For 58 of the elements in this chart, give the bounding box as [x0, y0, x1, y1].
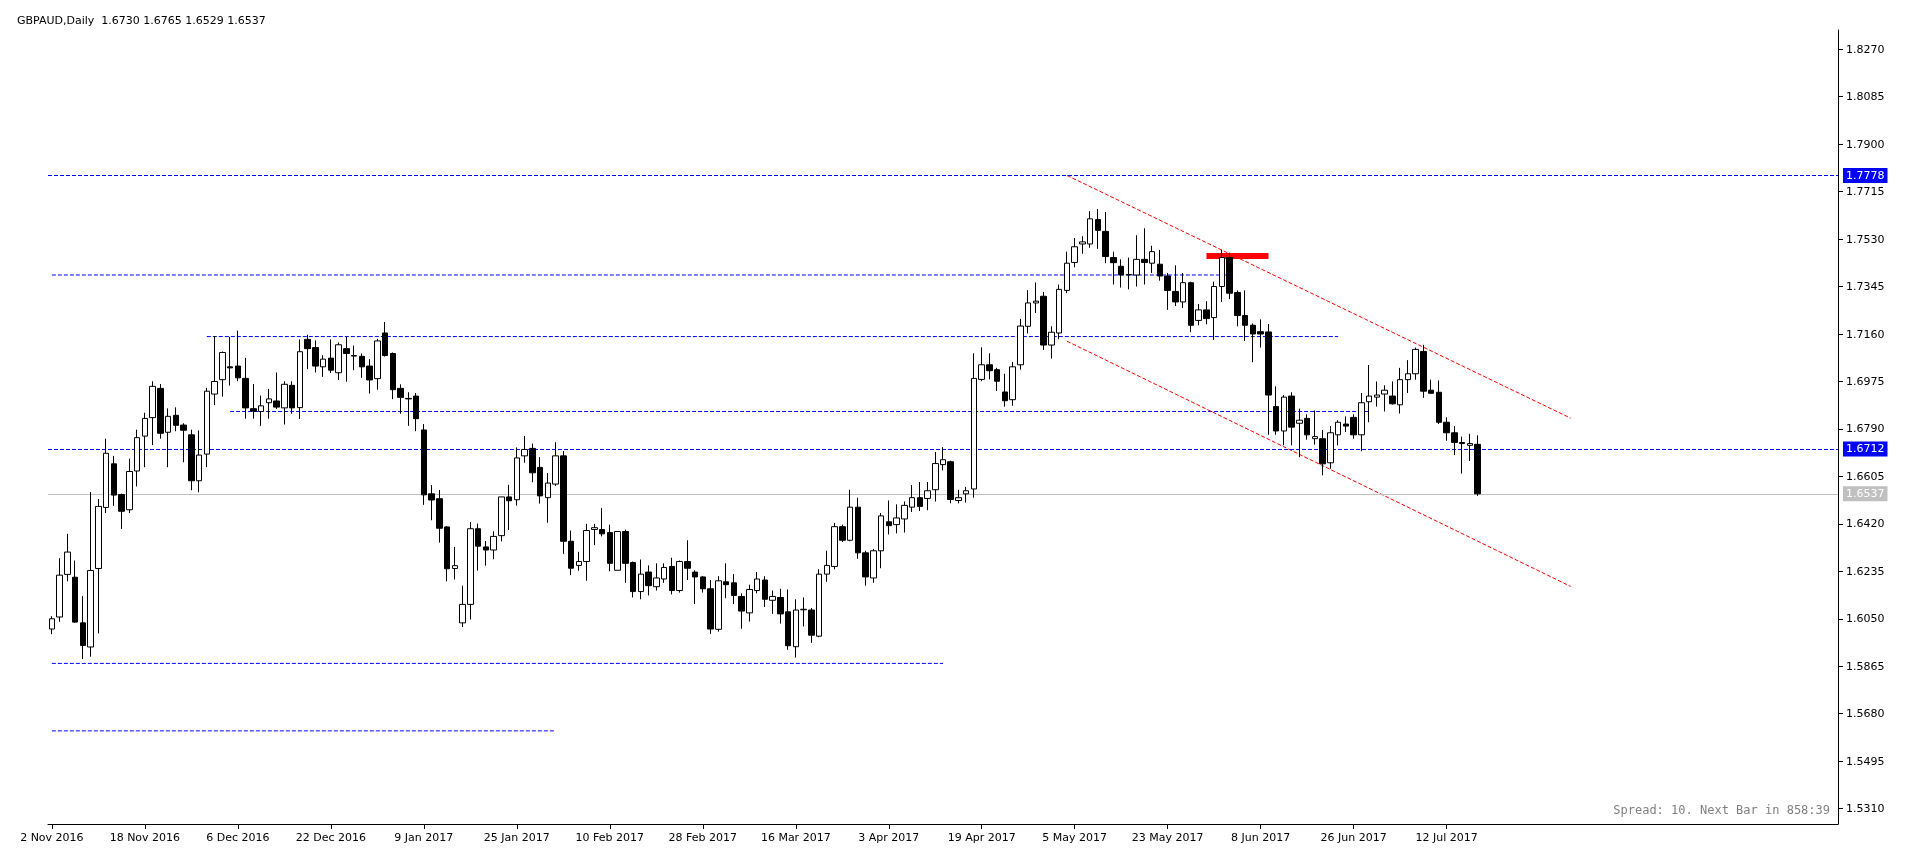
candlestick [514, 446, 520, 507]
y-tick-label: 1.6605 [1846, 469, 1885, 483]
ref-line-label: 1.7778 [1846, 168, 1885, 182]
y-tick-label: 1.7900 [1846, 137, 1885, 151]
y-tick-label: 1.8085 [1846, 90, 1885, 104]
candlestick [1102, 211, 1109, 264]
candlestick [692, 569, 698, 605]
x-tick-label: 19 Apr 2017 [947, 831, 1016, 844]
y-tick-label: 1.7160 [1846, 327, 1885, 341]
x-tick-label: 28 Feb 2017 [668, 831, 738, 844]
y-tick-label: 1.7345 [1846, 280, 1885, 294]
y-tick-label: 1.7530 [1846, 232, 1885, 246]
x-tick-label: 22 Dec 2016 [295, 831, 366, 844]
candlestick [72, 560, 78, 624]
x-tick-label: 5 May 2017 [1042, 831, 1108, 844]
y-tick-label: 1.5865 [1846, 659, 1885, 673]
candlestick [297, 338, 303, 420]
candlestick [1118, 258, 1124, 289]
candlestick [1273, 385, 1279, 436]
x-tick-label: 23 May 2017 [1131, 831, 1204, 844]
candlestick [49, 615, 55, 635]
y-tick-label: 1.5310 [1846, 802, 1885, 816]
candlestick [963, 486, 969, 504]
chart-title: GBPAUD,Daily 1.6730 1.6765 1.6529 1.6537 [17, 14, 266, 27]
y-tick-label: 1.6420 [1846, 517, 1885, 531]
x-tick-label: 8 Jun 2017 [1231, 831, 1291, 844]
x-tick-label: 9 Jan 2017 [394, 831, 454, 844]
annotation: Spread: 10. Next Bar in 858:39 [1613, 803, 1831, 817]
y-tick-label: 1.7715 [1846, 185, 1885, 199]
y-tick-label: 1.6790 [1846, 422, 1885, 436]
candlestick [1071, 237, 1078, 268]
y-tick-label: 1.5495 [1846, 754, 1885, 768]
y-tick-label: 1.6235 [1846, 564, 1885, 578]
x-tick-label: 16 Mar 2017 [760, 831, 831, 844]
candlestick [1366, 364, 1372, 423]
candlestick [64, 533, 71, 582]
candlestick [731, 573, 737, 605]
candlestick [1064, 251, 1070, 294]
candlestick [56, 557, 63, 623]
x-tick-label: 26 Jun 2017 [1320, 831, 1387, 844]
y-tick-label: 1.5680 [1846, 707, 1885, 721]
candlestick [1095, 208, 1101, 250]
x-tick-label: 12 Jul 2017 [1415, 831, 1478, 844]
ref-line-label: 1.6537 [1846, 487, 1885, 501]
candlestick [1110, 251, 1117, 285]
x-tick-label: 18 Nov 2016 [109, 831, 181, 844]
candlestick [142, 412, 148, 468]
y-tick-label: 1.6050 [1846, 612, 1885, 626]
x-tick-label: 10 Feb 2017 [575, 831, 645, 844]
y-tick-label: 1.6975 [1846, 374, 1885, 388]
candlestick [452, 546, 458, 581]
candlestick [351, 345, 357, 371]
x-tick-label: 25 Jan 2017 [483, 831, 550, 844]
x-tick-label: 2 Nov 2016 [20, 831, 84, 844]
y-tick-label: 1.8270 [1846, 42, 1885, 56]
x-tick-label: 6 Dec 2016 [206, 831, 270, 844]
x-tick-label: 3 Apr 2017 [858, 831, 920, 844]
ref-line-label: 1.6712 [1846, 442, 1885, 456]
